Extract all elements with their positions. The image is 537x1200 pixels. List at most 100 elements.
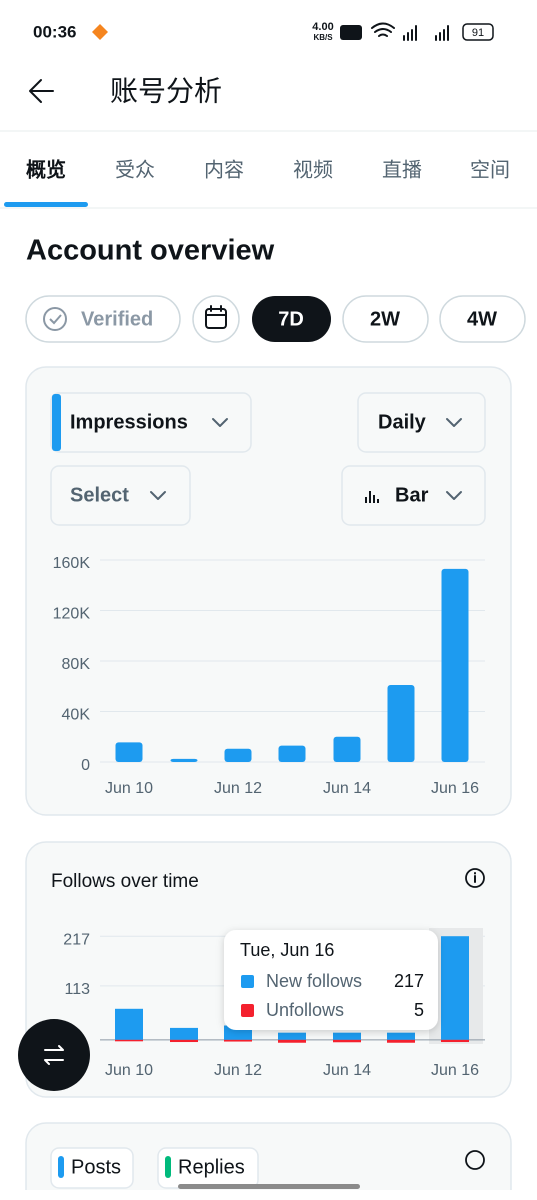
bar xyxy=(333,1032,361,1040)
x-tick-label: Jun 10 xyxy=(105,1062,153,1079)
filter-label: 7D xyxy=(278,308,304,330)
network-speed: 4.00 xyxy=(312,21,333,33)
chevron xyxy=(446,418,462,427)
card-tab-label: Replies xyxy=(178,1156,245,1178)
bar xyxy=(170,758,198,762)
bar xyxy=(387,684,415,762)
bar xyxy=(278,1039,306,1043)
x-tick-label: Jun 16 xyxy=(431,780,479,797)
wifi-icon xyxy=(371,22,395,37)
bar xyxy=(170,1027,198,1040)
range-4w[interactable] xyxy=(439,295,526,343)
chevron xyxy=(446,491,462,500)
bar-icon xyxy=(365,491,379,503)
verified-icon xyxy=(43,307,67,331)
bar xyxy=(115,1039,143,1042)
bar xyxy=(224,748,252,762)
dropdown-label: Bar xyxy=(395,484,429,506)
bar xyxy=(387,1039,415,1043)
bar xyxy=(278,1032,306,1040)
calendar-icon xyxy=(205,305,227,316)
switch-icon xyxy=(44,1045,64,1065)
chart-style-dropdown[interactable] xyxy=(341,465,486,526)
tab[interactable]: 空间 xyxy=(470,158,510,181)
bar xyxy=(333,1039,361,1043)
section-title: Account overview xyxy=(26,235,275,267)
y-tick-label: 40K xyxy=(62,707,91,724)
chevron xyxy=(212,418,228,427)
info-icon[interactable] xyxy=(465,1150,485,1170)
x-tick-label: Jun 10 xyxy=(105,780,153,797)
bar xyxy=(441,568,469,762)
tooltip: Tue, Jun 16 New follows 217 Unfollows 5 xyxy=(224,930,438,1030)
replies-color xyxy=(165,1156,171,1178)
dropdown-label: Daily xyxy=(378,411,427,433)
bar xyxy=(441,936,469,1040)
bar xyxy=(333,736,361,762)
tab[interactable]: 视频 xyxy=(293,158,333,181)
tab-bar: 概览 受众 内容 视频 直播 空间 xyxy=(26,157,510,181)
dropdown-label: Select xyxy=(70,484,129,506)
range-2w[interactable] xyxy=(342,295,429,343)
battery-level: 91 xyxy=(472,27,484,39)
page-title: 账号分析 xyxy=(110,75,222,106)
card-tab-label: Posts xyxy=(71,1156,121,1178)
x-tick-label: Jun 12 xyxy=(214,1062,262,1079)
x-tick-label: Jun 16 xyxy=(431,1062,479,1079)
tooltip-title: Tue, Jun 16 xyxy=(240,940,334,960)
filter-label: 4W xyxy=(467,308,497,330)
y-tick-label: 160K xyxy=(53,555,91,572)
tooltip-value: 217 xyxy=(394,971,424,991)
compare-dropdown[interactable] xyxy=(50,465,191,526)
tab[interactable]: 直播 xyxy=(382,158,422,181)
posts-tab[interactable] xyxy=(50,1147,134,1189)
bar xyxy=(170,1039,198,1043)
metric-color xyxy=(52,394,61,451)
tooltip-value: 5 xyxy=(414,1000,424,1020)
bar xyxy=(441,1039,469,1043)
follows-chart: 113 217 Jun 10 Jun 12 Jun 14 Jun 16 Tue, Jun 1… xyxy=(63,928,485,1079)
y-tick-label: 120K xyxy=(53,606,91,623)
verified-filter[interactable] xyxy=(25,295,181,343)
signal-icon xyxy=(403,25,417,41)
posts-color xyxy=(58,1156,64,1178)
impressions-chart: 0 40K 80K 120K 160K Jun 10 Jun 12 Jun 14 Jun 16 xyxy=(53,555,485,797)
network-unit: KB/S xyxy=(313,33,333,42)
legend-label: New follows xyxy=(266,971,362,991)
tab[interactable]: 概览 xyxy=(26,157,66,181)
tab[interactable]: 内容 xyxy=(204,158,244,181)
info-icon[interactable] xyxy=(465,868,485,888)
back-button[interactable] xyxy=(29,79,54,103)
app-icon xyxy=(92,24,108,40)
home-indicator xyxy=(178,1184,360,1189)
bar xyxy=(115,1008,143,1040)
legend-label: Unfollows xyxy=(266,1000,344,1020)
y-tick-label: 0 xyxy=(81,757,90,774)
calendar-button[interactable] xyxy=(192,295,240,343)
range-7d[interactable] xyxy=(252,296,331,342)
x-tick-label: Jun 14 xyxy=(323,780,371,797)
bar xyxy=(224,1039,252,1042)
verified-icon xyxy=(49,314,62,325)
floating-button[interactable] xyxy=(18,1019,90,1091)
battery-icon xyxy=(462,23,494,41)
y-tick-label: 217 xyxy=(63,931,90,948)
filter-label: Verified xyxy=(81,308,153,330)
x-tick-label: Jun 12 xyxy=(214,780,262,797)
tooltip-box xyxy=(224,930,438,1030)
period-dropdown[interactable] xyxy=(357,392,486,453)
posts-card xyxy=(25,1122,512,1200)
legend-swatch xyxy=(241,1004,254,1017)
filter-label: 2W xyxy=(370,308,400,330)
bar xyxy=(115,742,143,762)
legend-swatch xyxy=(241,975,254,988)
signal-icon xyxy=(435,25,449,41)
tab[interactable]: 受众 xyxy=(115,158,155,181)
metric-dropdown[interactable] xyxy=(50,392,252,453)
chart-title: Follows over time xyxy=(51,871,199,892)
dropdown-label: Impressions xyxy=(70,411,188,433)
nav-area xyxy=(0,1190,537,1200)
bar xyxy=(278,745,306,762)
